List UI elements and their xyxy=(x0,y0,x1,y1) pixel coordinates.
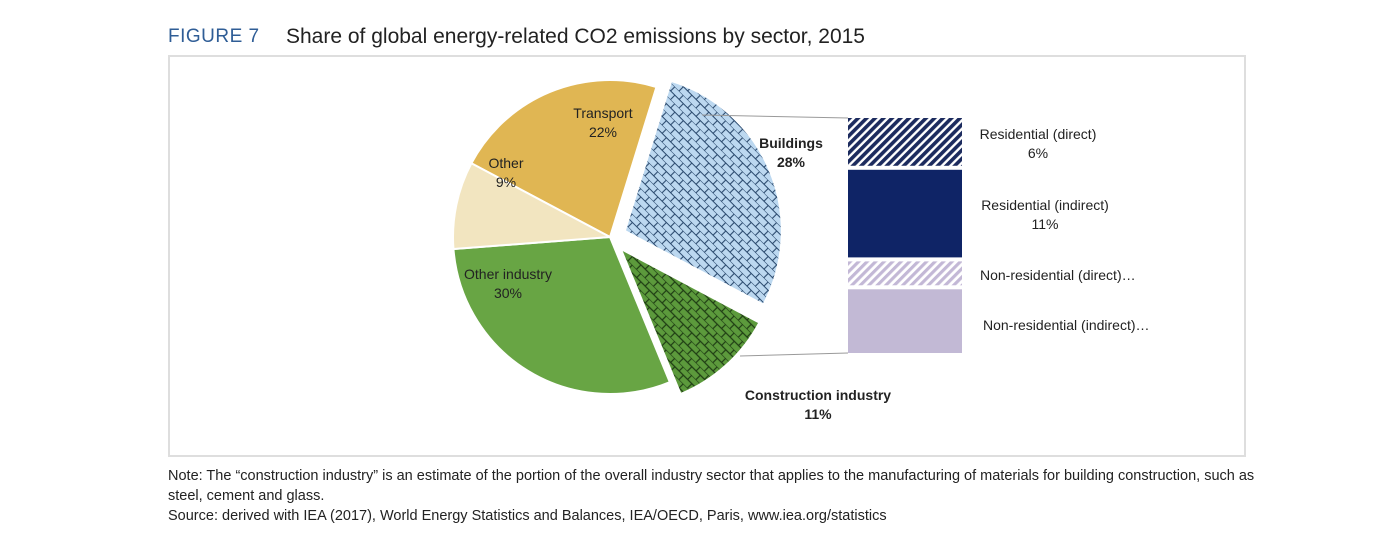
pie-slice-construction-industry xyxy=(618,246,761,396)
bar-segment-residential-direct xyxy=(848,118,962,166)
label-other-industry-value: 30% xyxy=(494,285,522,301)
note-text: Note: The “construction industry” is an … xyxy=(168,468,1255,504)
label-buildings-value: 28% xyxy=(777,154,806,170)
label-transport-name: Transport xyxy=(573,105,633,121)
label-res-direct-value: 6% xyxy=(1028,145,1048,161)
figure-header: FIGURE 7 Share of global energy-related … xyxy=(168,22,865,52)
source-text: Source: derived with IEA (2017), World E… xyxy=(168,508,887,524)
chart-svg: Transport 22% Buildings 28% Construction… xyxy=(452,79,1150,422)
figure-title: Share of global energy-related CO2 emiss… xyxy=(286,25,865,48)
label-res-indirect-name: Residential (indirect) xyxy=(981,197,1109,213)
label-buildings-name: Buildings xyxy=(759,135,823,151)
label-transport-value: 22% xyxy=(589,124,617,140)
pie-slice-buildings xyxy=(623,79,783,306)
stacked-bar-chart xyxy=(848,118,962,353)
label-other-name: Other xyxy=(488,155,523,171)
connector-line-top xyxy=(701,114,849,119)
label-other-value: 9% xyxy=(496,174,516,190)
pie-slice-transport xyxy=(470,79,658,239)
pie-chart xyxy=(452,79,783,396)
bar-segment-residential-indirect xyxy=(848,169,962,258)
label-res-indirect-value: 11% xyxy=(1032,216,1059,232)
label-nonres-direct-name: Non-residential (direct)… xyxy=(980,267,1136,283)
chart-notes: Note: The “construction industry” is an … xyxy=(168,466,1258,526)
figure-label: FIGURE 7 xyxy=(168,26,260,47)
pie-slice-other xyxy=(452,161,614,251)
label-other-industry-name: Other industry xyxy=(464,266,552,282)
label-nonres-indirect-name: Non-residential (indirect)… xyxy=(983,317,1150,333)
pie-slice-other-industry xyxy=(452,235,672,395)
chart-frame: Transport 22% Buildings 28% Construction… xyxy=(168,55,1246,457)
bar-segment-non-residential-direct xyxy=(848,261,962,286)
label-construction-name: Construction industry xyxy=(745,387,891,403)
connector-line-bottom xyxy=(739,352,849,357)
label-construction-value: 11% xyxy=(804,406,832,422)
label-res-direct-name: Residential (direct) xyxy=(980,126,1097,142)
bar-segment-non-residential-indirect xyxy=(848,289,962,353)
